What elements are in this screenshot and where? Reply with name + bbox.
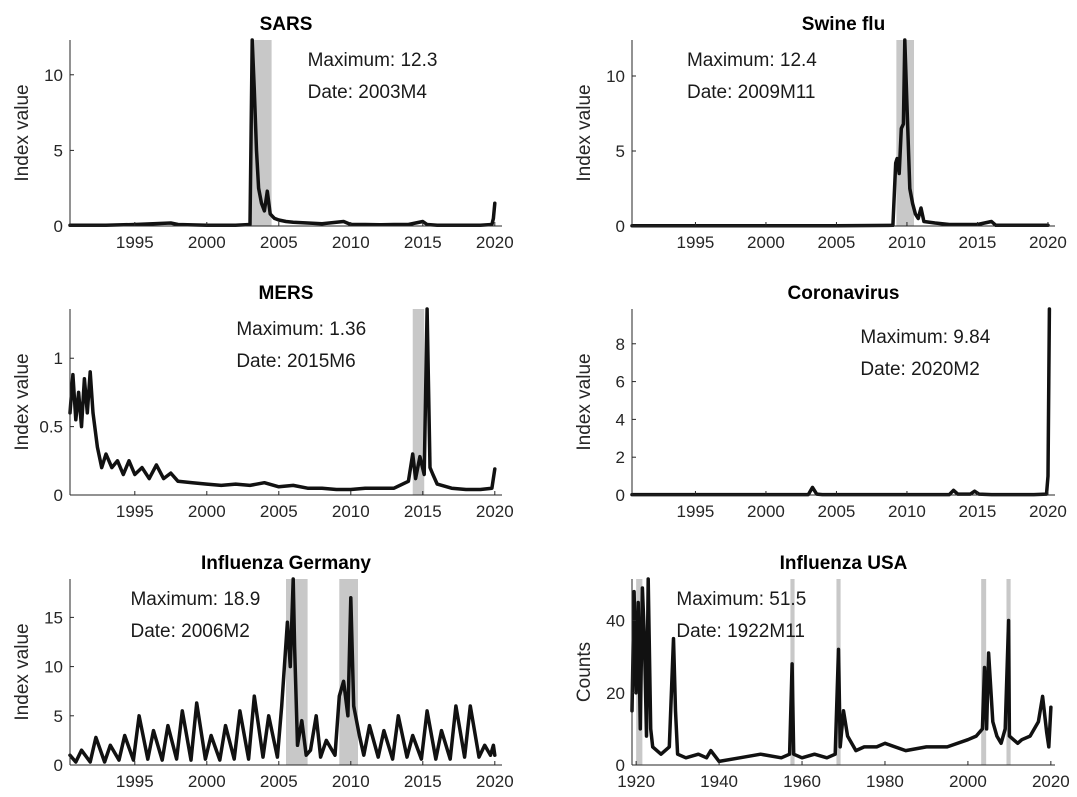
x-tick-label: 2000 [188, 772, 226, 791]
x-tick-label: 2010 [332, 772, 370, 791]
annotation-maximum: Maximum: 51.5 [676, 589, 806, 610]
x-tick-label: 2010 [332, 233, 370, 252]
panel-title: Coronavirus [788, 283, 900, 304]
annotation-maximum: Maximum: 1.36 [236, 319, 366, 340]
x-tick-label: 2000 [188, 502, 226, 521]
series-line [68, 577, 497, 764]
panel-title: SARS [260, 14, 313, 35]
annotation-maximum: Maximum: 12.3 [308, 50, 438, 71]
x-tick-label: 2010 [888, 233, 926, 252]
y-tick-label: 6 [616, 373, 625, 392]
x-tick-label: 1995 [116, 772, 154, 791]
x-tick-label: 1960 [783, 772, 821, 791]
x-tick-label: 2020 [476, 502, 514, 521]
y-tick-label: 5 [54, 707, 63, 726]
x-tick-label: 1920 [617, 772, 655, 791]
shaded-period [412, 309, 425, 495]
panel-influenza-germany: Influenza Germany 1995 2000 2005 2010 2015 20… [12, 553, 514, 791]
x-tick-label: 2005 [818, 233, 856, 252]
x-tick-label: 2000 [188, 233, 226, 252]
y-axis-label: Index value [12, 84, 33, 181]
x-tick-label: 2015 [959, 233, 997, 252]
annotation-maximum: Maximum: 18.9 [130, 589, 260, 610]
y-tick-label: 15 [44, 608, 63, 627]
x-tick-label: 2005 [260, 233, 298, 252]
y-tick-label: 10 [44, 658, 63, 677]
x-tick-label: 2010 [888, 502, 926, 521]
y-axis-label: Index value [12, 353, 33, 450]
annotation-date: Date: 1922M11 [676, 621, 805, 642]
annotation-date: Date: 2015M6 [236, 351, 355, 372]
panel-influenza-usa: Influenza USA 1920 1940 1960 1980 2000 2020 0 2… [574, 553, 1070, 791]
annotation-date: Date: 2003M4 [308, 82, 428, 103]
y-tick-label: 1 [54, 349, 63, 368]
y-tick-label: 40 [606, 612, 625, 631]
x-tick-label: 2015 [404, 233, 442, 252]
x-tick-label: 2020 [1032, 772, 1070, 791]
y-axis-label: Index value [574, 84, 595, 181]
panel-coronavirus: Coronavirus 1995 2000 2005 2010 2015 2020 0 2 4 6… [574, 283, 1067, 521]
x-tick-label: 1995 [677, 502, 715, 521]
x-tick-label: 2015 [404, 772, 442, 791]
x-tick-label: 1995 [116, 502, 154, 521]
panel-title: Influenza USA [780, 553, 908, 574]
x-tick-label: 2005 [260, 502, 298, 521]
x-tick-label: 2015 [959, 502, 997, 521]
series-line [68, 38, 497, 227]
y-tick-label: 0 [54, 486, 63, 505]
y-tick-label: 0 [54, 217, 63, 236]
y-tick-label: 0 [616, 756, 625, 775]
y-axis-label: Index value [12, 623, 33, 720]
y-tick-label: 0 [54, 756, 63, 775]
y-tick-label: 5 [616, 142, 625, 161]
y-axis-label: Counts [574, 642, 595, 702]
y-tick-label: 10 [606, 67, 625, 86]
panel-swine-flu: Swine flu 1995 2000 2005 2010 2015 2020 0 5 10 In… [574, 14, 1067, 252]
series-line [68, 307, 497, 492]
x-tick-label: 2020 [1029, 502, 1067, 521]
x-tick-label: 2000 [747, 502, 785, 521]
y-axis-label: Index value [574, 353, 595, 450]
annotation-maximum: Maximum: 9.84 [860, 327, 990, 348]
y-tick-label: 10 [44, 66, 63, 85]
x-tick-label: 1995 [116, 233, 154, 252]
x-tick-label: 2020 [1029, 233, 1067, 252]
x-tick-label: 2020 [476, 772, 514, 791]
y-tick-label: 0.5 [39, 418, 63, 437]
panel-mers: MERS 1995 2000 2005 2010 2015 2020 0 0.5 1 Index … [12, 283, 514, 521]
y-tick-label: 8 [616, 335, 625, 354]
x-tick-label: 1995 [677, 233, 715, 252]
panel-sars: SARS 1995 2000 2005 2010 2015 2020 0 5 10 Index v… [12, 14, 514, 252]
y-tick-label: 0 [616, 217, 625, 236]
x-tick-label: 2015 [404, 502, 442, 521]
x-tick-label: 1980 [866, 772, 904, 791]
panel-title: MERS [259, 283, 314, 304]
x-tick-label: 2010 [332, 502, 370, 521]
x-tick-label: 2020 [476, 233, 514, 252]
series-line [630, 577, 1053, 764]
x-tick-label: 2005 [818, 502, 856, 521]
annotation-date: Date: 2006M2 [130, 621, 249, 642]
x-tick-label: 2000 [949, 772, 987, 791]
annotation-maximum: Maximum: 12.4 [687, 50, 817, 71]
series-line [630, 38, 1050, 228]
x-tick-label: 2000 [747, 233, 785, 252]
annotation-date: Date: 2020M2 [860, 359, 979, 380]
y-tick-label: 5 [54, 141, 63, 160]
y-tick-label: 4 [616, 410, 625, 429]
x-tick-label: 1940 [700, 772, 738, 791]
panel-title: Swine flu [802, 14, 885, 35]
annotation-date: Date: 2009M11 [687, 82, 816, 103]
x-tick-label: 2005 [260, 772, 298, 791]
y-tick-label: 2 [616, 448, 625, 467]
y-tick-label: 20 [606, 684, 625, 703]
panel-title: Influenza Germany [201, 553, 371, 574]
y-tick-label: 0 [616, 486, 625, 505]
